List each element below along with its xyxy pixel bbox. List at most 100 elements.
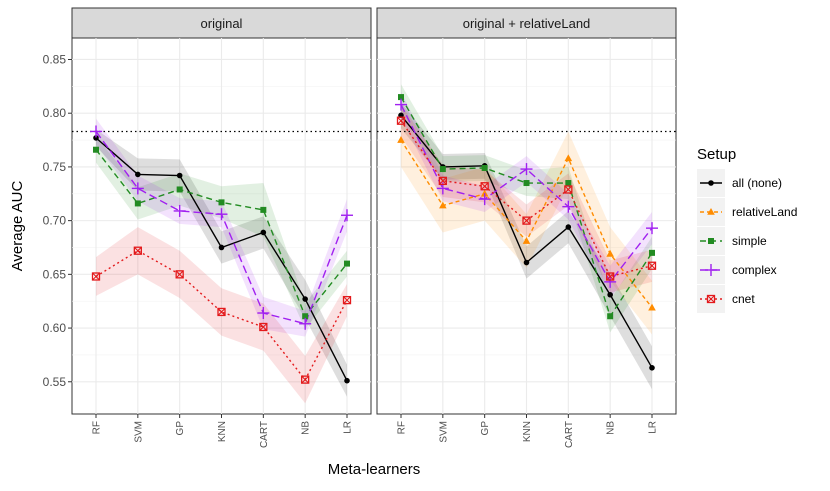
- point-simple-gp: [481, 164, 488, 171]
- y-tick-label: 0.85: [43, 52, 67, 66]
- point-complex-knn: [215, 208, 228, 221]
- point-simple-lr: [344, 260, 350, 267]
- x-tick-label-nb: NB: [301, 421, 312, 435]
- legend-label: complex: [732, 263, 777, 277]
- x-tick-label-svm: SVM: [133, 421, 144, 443]
- point-all-none-cart: [260, 229, 267, 236]
- point-all-none-nb: [302, 296, 308, 302]
- legend-item-relativeland: relativeLand: [697, 198, 797, 226]
- point-all-none-lr: [649, 365, 655, 371]
- point-complex-cart: [562, 200, 575, 213]
- x-tick-label-rf: RF: [397, 421, 408, 434]
- legend-key-marker: [706, 294, 716, 304]
- point-cnet-lr: [647, 261, 657, 270]
- marker-box: [133, 246, 142, 255]
- marker-cross-b: [175, 270, 184, 279]
- x-axis-original: RF SVM GP KNN CART NB LR: [92, 414, 354, 448]
- legend-label: cnet: [732, 292, 755, 306]
- point-simple-cart: [565, 180, 572, 187]
- point-cnet-cart: [259, 322, 268, 332]
- band-simple: [96, 136, 347, 330]
- point-relativeland-nb: [606, 249, 614, 257]
- legend-title: Setup: [697, 146, 736, 163]
- point-simple-rf: [398, 94, 404, 101]
- point-relativeland-lr: [648, 303, 656, 311]
- point-relativeland-cart: [564, 154, 573, 162]
- legend-item-cnet: cnet: [697, 285, 755, 313]
- point-relativeland-svm: [439, 201, 447, 209]
- point-cnet-svm: [133, 246, 142, 255]
- plot-content-original: [72, 38, 371, 414]
- point-all-none-cart: [565, 224, 572, 230]
- point-cnet-nb: [606, 272, 615, 281]
- legend-label: relativeLand: [732, 205, 797, 219]
- point-cnet-cart: [564, 185, 573, 194]
- point-complex-gp: [478, 193, 491, 206]
- marker-cross-b: [648, 261, 656, 270]
- y-tick-label: 0.55: [43, 375, 67, 389]
- legend-items: all (none) relativeLand simple complex cnet: [697, 169, 797, 313]
- marker-box: [301, 375, 310, 384]
- point-simple-svm: [439, 166, 446, 173]
- point-simple-rf: [93, 146, 99, 153]
- point-complex-nb: [604, 275, 617, 288]
- point-cnet-svm: [438, 176, 447, 186]
- marker-box: [259, 322, 268, 332]
- marker-box: [217, 307, 226, 317]
- point-all-none-gp: [176, 172, 183, 179]
- point-simple-nb: [607, 313, 614, 320]
- point-cnet-gp: [480, 182, 489, 191]
- x-tick-label-gp: GP: [480, 421, 491, 436]
- x-tick-label-lr: LR: [648, 421, 659, 434]
- marker-cross-b: [707, 295, 715, 303]
- point-cnet-nb: [301, 375, 310, 384]
- point-cnet-knn: [217, 307, 226, 317]
- marker-box: [438, 176, 447, 186]
- marker-cross-b: [301, 375, 310, 384]
- point-simple-knn: [523, 180, 530, 187]
- point-cnet-lr: [342, 295, 352, 305]
- point-complex-lr: [341, 209, 353, 222]
- x-axis-original-relativeland: RF SVM GP KNN CART NB LR: [397, 414, 659, 448]
- point-simple-lr: [649, 249, 655, 256]
- point-all-none-nb: [607, 291, 613, 298]
- point-all-none-lr: [344, 377, 350, 384]
- x-tick-label-lr: LR: [343, 421, 354, 434]
- x-tick-label-rf: RF: [92, 421, 103, 434]
- marker-box: [706, 294, 716, 304]
- y-tick-label: 0.65: [43, 267, 67, 281]
- x-tick-label-cart: CART: [259, 421, 270, 448]
- legend-label: all (none): [732, 176, 782, 190]
- marker-box: [91, 272, 101, 281]
- y-tick-label: 0.60: [43, 321, 67, 335]
- marker-cross-b: [522, 216, 531, 225]
- point-cnet-knn: [522, 216, 531, 225]
- y-axis: 0.55 0.60 0.65 0.70 0.75 0.80 0.85: [43, 52, 72, 389]
- point-complex-lr: [646, 222, 658, 235]
- x-tick-label-knn: KNN: [217, 421, 228, 442]
- marker-box: [396, 116, 406, 125]
- point-all-none-rf: [93, 135, 99, 141]
- point-simple-cart: [260, 206, 267, 213]
- marker-box: [522, 216, 531, 225]
- y-tick-label: 0.80: [43, 106, 67, 120]
- marker-box: [606, 272, 615, 281]
- x-axis-title: Meta-learners: [328, 461, 421, 478]
- band-complex: [401, 91, 652, 298]
- marker-cross-b: [217, 308, 226, 316]
- point-all-none-knn: [523, 259, 530, 266]
- marker-cross-b: [133, 246, 142, 255]
- marker-box: [480, 182, 489, 191]
- point-all-none-knn: [218, 244, 225, 251]
- marker-cross-b: [259, 323, 268, 331]
- band-all-none: [401, 102, 652, 390]
- point-all-none-svm: [135, 171, 141, 178]
- marker-cross-b: [606, 272, 615, 281]
- point-relativeland-knn: [522, 237, 531, 244]
- legend-item-complex: complex: [697, 256, 777, 284]
- point-complex-svm: [131, 182, 144, 195]
- legend-key-marker: [708, 238, 714, 244]
- point-cnet-gp: [175, 270, 184, 279]
- marker-box: [647, 261, 657, 270]
- y-tick-label: 0.75: [43, 160, 67, 174]
